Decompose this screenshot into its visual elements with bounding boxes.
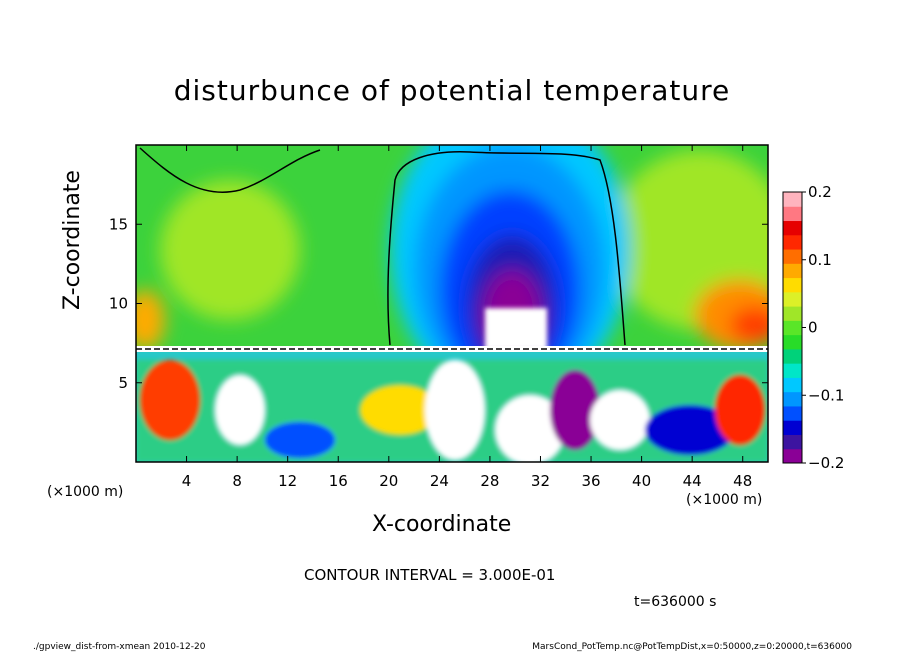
- field-upper-orange-left: [136, 290, 165, 350]
- x-tick-label: 16: [329, 472, 348, 490]
- colorbar-segment: [783, 405, 802, 421]
- colorbar-tick-label: −0.1: [808, 386, 844, 404]
- colorbar-segment: [783, 306, 802, 321]
- colorbar: [783, 192, 802, 464]
- x-tick-label: 8: [232, 472, 242, 490]
- colorbar-segment: [783, 291, 802, 307]
- x-axis-ticks: 4 8 12 16 20 24 28 32 36 40 44 48: [182, 145, 752, 490]
- potential-temperature-field: [136, 145, 768, 462]
- x-unit-right: (×1000 m): [686, 492, 763, 508]
- y-tick-label: 10: [109, 295, 128, 313]
- contour-interval: CONTOUR INTERVAL = 3.000E-01: [304, 566, 556, 584]
- field-lower-blob-9: [645, 405, 735, 455]
- y-axis-ticks: 5 10 15: [109, 215, 768, 392]
- colorbar-segment: [783, 377, 802, 393]
- colorbar-segment: [783, 391, 802, 407]
- y-axis-label: Z-coordinate: [60, 170, 85, 310]
- y-tick-label: 5: [118, 374, 128, 392]
- x-tick-label: 48: [733, 472, 752, 490]
- footer-left: ./gpview_dist-from-xmean 2010-12-20: [33, 642, 206, 652]
- x-tick-label: 36: [581, 472, 600, 490]
- colorbar-segment: [783, 434, 802, 450]
- colorbar-segment: [783, 249, 802, 264]
- field-upper-red-right: [730, 307, 768, 343]
- field-upper-yellow-left: [160, 180, 300, 320]
- field-lower-blob-1: [140, 360, 200, 440]
- colorbar-segment: [783, 263, 802, 279]
- colorbar-segment: [783, 277, 802, 293]
- x-tick-label: 4: [182, 472, 192, 490]
- colorbar-segment: [783, 448, 802, 464]
- field-lower-blob-8: [590, 390, 650, 450]
- field-lower-blob-3: [265, 422, 335, 458]
- field-lower-blob-2: [215, 375, 265, 445]
- colorbar-segment: [783, 363, 802, 378]
- colorbar-tick-label: 0: [808, 319, 818, 337]
- colorbar-tick-label: 0.2: [808, 183, 832, 201]
- time-annotation: t=636000 s: [634, 594, 717, 610]
- colorbar-segment: [783, 320, 802, 336]
- field-lower-blob-5: [425, 360, 485, 460]
- zero-contour-left: [139, 147, 321, 193]
- colorbar-segment: [783, 348, 802, 364]
- x-tick-label: 32: [531, 472, 550, 490]
- colorbar-segment: [783, 334, 802, 350]
- x-tick-label: 40: [632, 472, 651, 490]
- y-tick-label: 15: [109, 215, 128, 233]
- colorbar-segment: [783, 220, 802, 236]
- field-lower-blob-7: [550, 370, 600, 450]
- field-lower-blob-10: [715, 375, 765, 445]
- x-tick-label: 20: [379, 472, 398, 490]
- x-tick-label: 24: [430, 472, 449, 490]
- x-unit-left: (×1000 m): [47, 484, 124, 500]
- colorbar-tick-label: 0.1: [808, 251, 832, 269]
- colorbar-ticks: 0.2 0.1 0 −0.1 −0.2: [802, 183, 844, 472]
- footer-right: MarsCond_PotTemp.nc@PotTempDist,x=0:5000…: [532, 642, 852, 652]
- x-axis-label: X-coordinate: [372, 512, 512, 537]
- colorbar-segment: [783, 420, 802, 435]
- x-tick-label: 28: [480, 472, 499, 490]
- chart-title: disturbunce of potential temperature: [173, 74, 731, 107]
- colorbar-segment: [783, 234, 802, 250]
- x-tick-label: 44: [683, 472, 702, 490]
- zero-contour-cold-pool: [387, 151, 626, 346]
- field-lower-blob-6: [495, 395, 565, 462]
- colorbar-segment: [783, 206, 802, 222]
- colorbar-tick-label: −0.2: [808, 454, 844, 472]
- field-lower-blob-4: [360, 385, 440, 435]
- colorbar-segment: [783, 192, 802, 207]
- x-tick-label: 12: [278, 472, 297, 490]
- field-cold-core-white: [485, 308, 547, 350]
